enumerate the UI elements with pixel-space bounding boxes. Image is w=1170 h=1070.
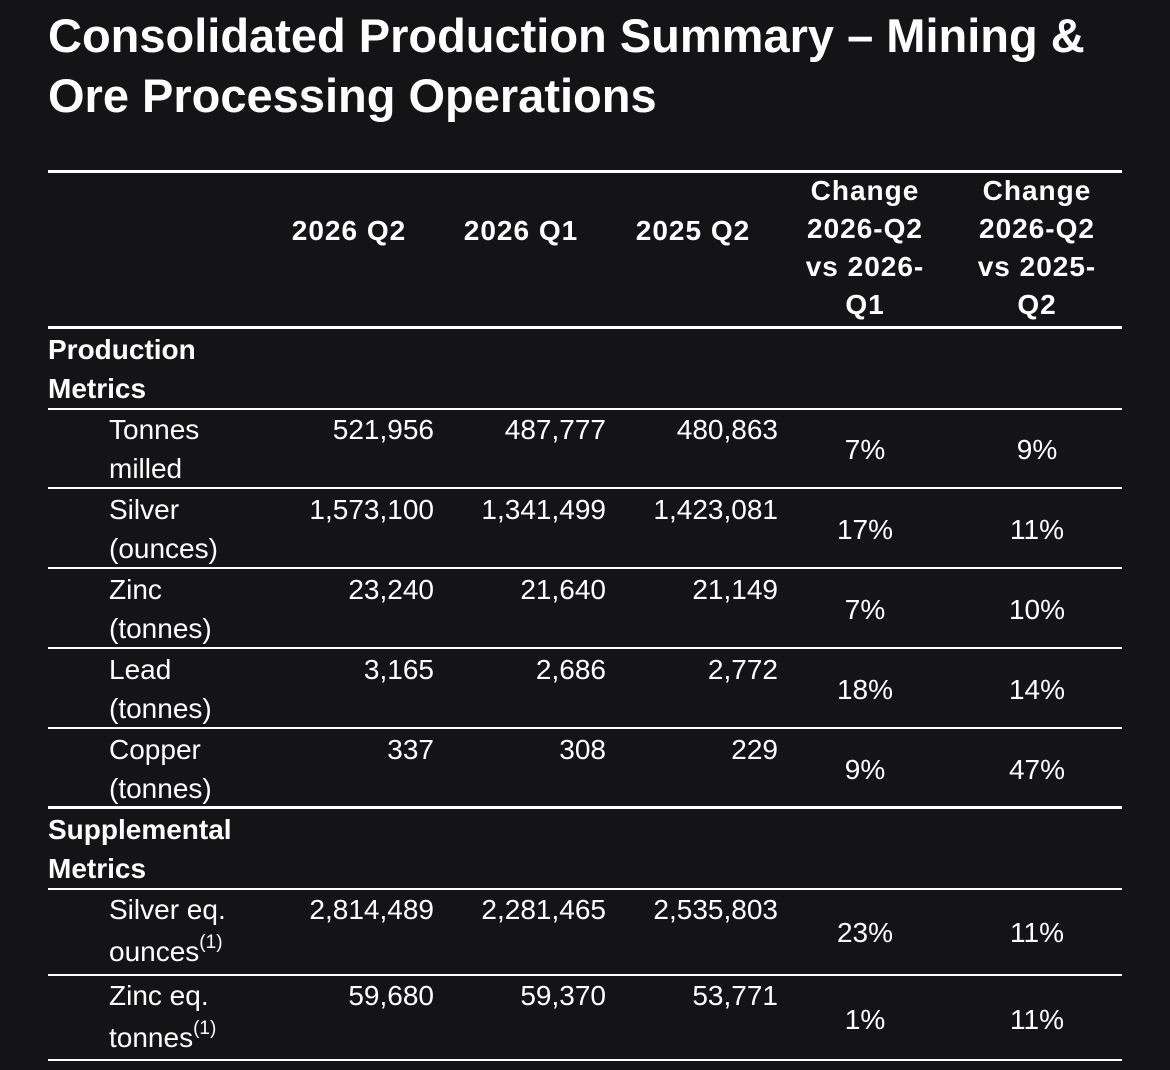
cell-2026-q1: 1,341,499 <box>481 494 606 525</box>
cell-change-yoy: 11% <box>1010 917 1064 948</box>
cell-change-yoy: 9% <box>1016 434 1058 465</box>
cell-2026-q1: 2,281,465 <box>481 894 606 925</box>
cell-change-yoy: 14% <box>1008 674 1066 705</box>
cell-2026-q1: 59,370 <box>520 980 606 1011</box>
column-header-change-qoq: Change 2026-Q2 vs 2026- Q1 <box>805 175 925 320</box>
cell-change-qoq: 7% <box>844 594 886 625</box>
cell-change-qoq: 1% <box>844 1004 886 1035</box>
row-rule <box>48 974 1122 976</box>
column-header-2025-q2: 2025 Q2 <box>635 215 751 246</box>
cell-2025-q2: 2,535,803 <box>653 894 778 925</box>
cell-change-yoy: 11% <box>1010 514 1064 545</box>
cell-change-qoq: 7% <box>844 434 886 465</box>
cell-2025-q2: 229 <box>731 734 778 765</box>
cell-change-qoq: 23% <box>836 917 894 948</box>
cell-2026-q1: 308 <box>559 734 606 765</box>
row-rule <box>48 888 1122 890</box>
row-rule <box>48 408 1122 410</box>
row-rule <box>48 806 1122 809</box>
cell-change-qoq: 17% <box>836 514 894 545</box>
cell-change-yoy: 10% <box>1008 594 1066 625</box>
row-rule <box>48 567 1122 569</box>
cell-2026-q1: 21,640 <box>520 574 606 605</box>
column-header-2026-q2: 2026 Q2 <box>291 215 407 246</box>
section-heading-production: Production Metrics <box>48 334 196 404</box>
row-label: Tonnes milled <box>109 414 200 484</box>
row-label: Copper (tonnes) <box>109 734 212 804</box>
row-rule <box>48 647 1122 649</box>
column-header-2026-q1: 2026 Q1 <box>463 215 579 246</box>
cell-2026-q1: 487,777 <box>504 414 606 445</box>
cell-2025-q2: 53,771 <box>692 980 778 1011</box>
cell-2026-q2: 2,814,489 <box>309 894 434 925</box>
cell-2026-q2: 59,680 <box>348 980 434 1011</box>
cell-2026-q2: 521,956 <box>332 414 434 445</box>
cell-2026-q2: 1,573,100 <box>309 494 434 525</box>
cell-2025-q2: 1,423,081 <box>653 494 778 525</box>
cell-change-qoq: 9% <box>844 754 886 785</box>
cell-2026-q2: 23,240 <box>348 574 434 605</box>
row-label: Zinc eq. tonnes(1) <box>109 980 217 1053</box>
row-label: Zinc (tonnes) <box>109 574 212 644</box>
cell-change-yoy: 11% <box>1010 1004 1064 1035</box>
table-bottom-rule <box>48 1059 1122 1061</box>
cell-2026-q1: 2,686 <box>535 654 606 685</box>
header-bottom-rule <box>48 326 1122 329</box>
table-top-rule <box>48 170 1122 173</box>
cell-2025-q2: 480,863 <box>676 414 778 445</box>
section-heading-supplemental: Supplemental Metrics <box>48 814 232 884</box>
column-header-change-yoy: Change 2026-Q2 vs 2025- Q2 <box>977 175 1097 320</box>
row-label: Silver eq. ounces(1) <box>109 894 226 967</box>
cell-2025-q2: 21,149 <box>692 574 778 605</box>
cell-2025-q2: 2,772 <box>707 654 778 685</box>
footnote-marker: (1) <box>199 932 223 953</box>
row-label: Silver (ounces) <box>109 494 218 564</box>
cell-2026-q2: 3,165 <box>363 654 434 685</box>
cell-change-qoq: 18% <box>836 674 894 705</box>
row-label: Lead (tonnes) <box>109 654 212 724</box>
page-title: Consolidated Production Summary – Mining… <box>48 9 1085 122</box>
footnote-marker: (1) <box>193 1018 217 1039</box>
row-rule <box>48 727 1122 729</box>
cell-change-yoy: 47% <box>1008 754 1066 785</box>
row-rule <box>48 487 1122 489</box>
cell-2026-q2: 337 <box>387 734 434 765</box>
